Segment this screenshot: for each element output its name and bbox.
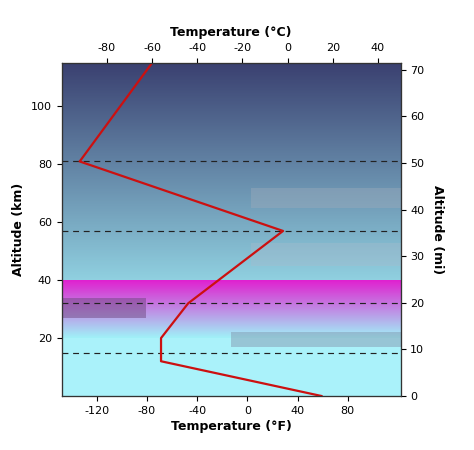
Y-axis label: Altitude (mi): Altitude (mi): [431, 185, 444, 274]
Y-axis label: Altitude (km): Altitude (km): [12, 183, 25, 276]
X-axis label: Temperature (°C): Temperature (°C): [170, 27, 292, 39]
X-axis label: Temperature (°F): Temperature (°F): [171, 420, 292, 433]
